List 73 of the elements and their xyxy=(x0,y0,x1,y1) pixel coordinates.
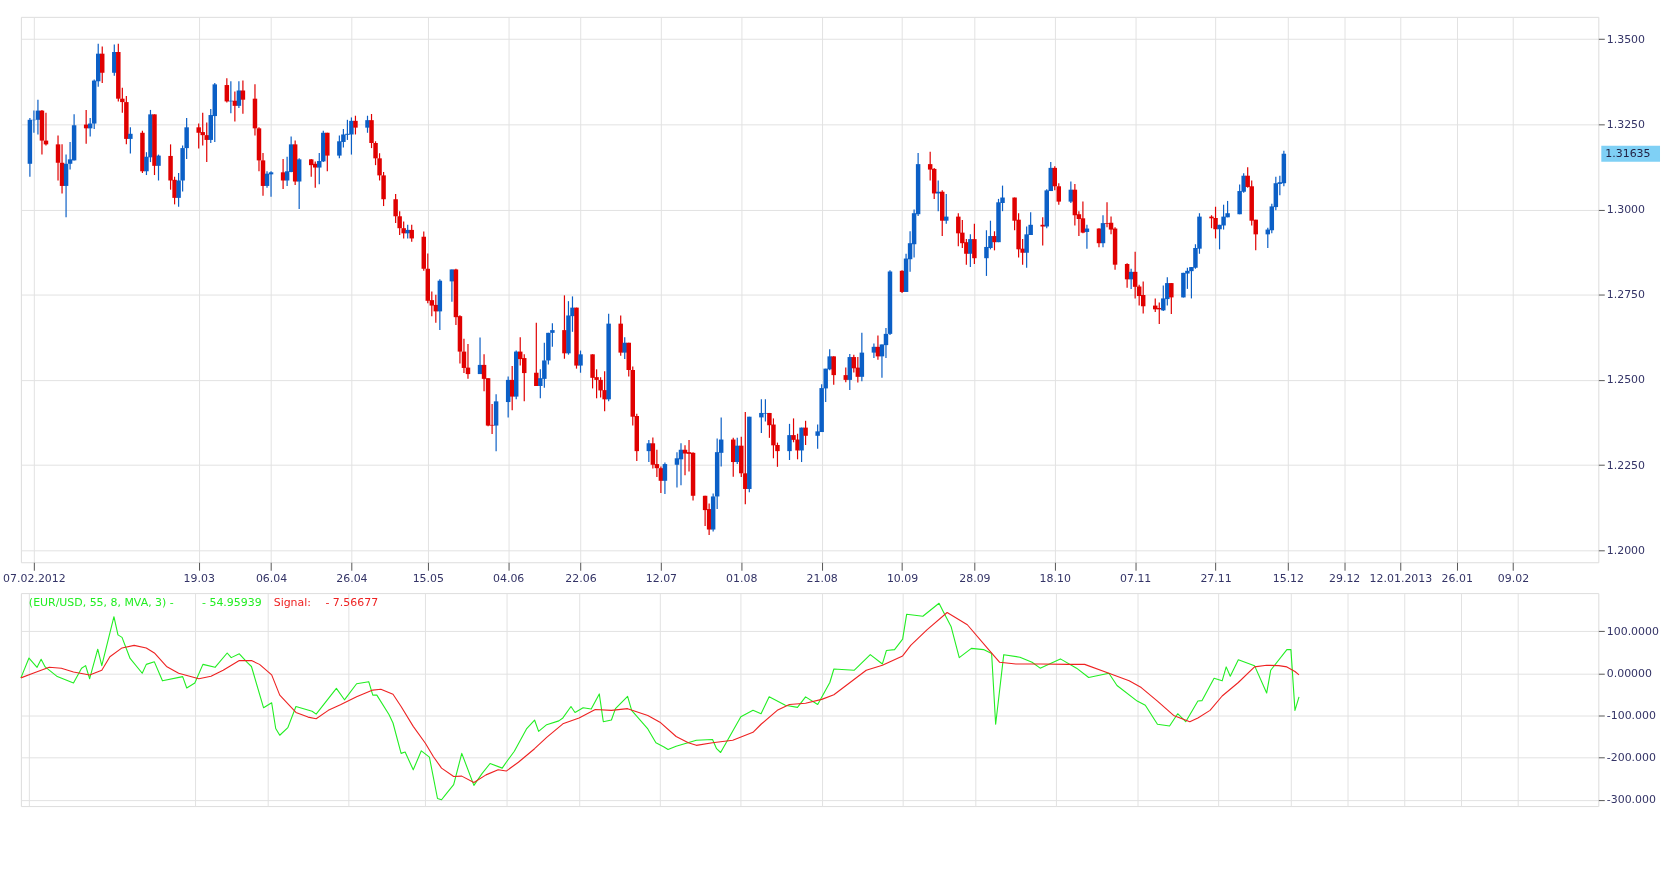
candlestick xyxy=(325,132,330,172)
candlestick xyxy=(1104,201,1110,228)
x-tick-label: 15.12 xyxy=(1272,571,1305,585)
candlestick xyxy=(763,398,768,423)
x-tick-label: 29.12 xyxy=(1328,571,1361,585)
candlestick xyxy=(968,233,973,268)
x-tick-label: 04.06 xyxy=(493,571,525,585)
candlestick xyxy=(1024,225,1029,269)
candlestick xyxy=(1169,282,1174,315)
x-tick-label: 01.08 xyxy=(726,571,758,585)
y-tick-label: 0.00000 xyxy=(1606,666,1653,680)
candlestick xyxy=(1221,204,1226,231)
candlestick xyxy=(128,126,133,155)
x-tick-label: 07.02.2012 xyxy=(3,571,66,585)
candlestick xyxy=(956,212,961,247)
y-tick-label: 1.3250 xyxy=(1606,117,1646,131)
x-tick-label: 27.11 xyxy=(1200,571,1232,585)
x-tick-label: 15.05 xyxy=(412,571,444,585)
candlestick xyxy=(296,157,302,210)
candlestick xyxy=(1040,216,1045,247)
candlestick xyxy=(803,420,808,446)
candlestick xyxy=(1132,251,1138,300)
candlestick xyxy=(759,398,764,434)
y-tick-label: 1.2500 xyxy=(1606,373,1646,387)
x-tick-label: 12.01.2013 xyxy=(1369,571,1433,585)
y-tick-label: -100.000 xyxy=(1606,708,1656,722)
annotation: (EUR/USD, 55, 8, MVA, 3) - xyxy=(28,596,174,610)
annotation: - 54.95939 xyxy=(202,596,262,610)
y-tick-label: 1.2250 xyxy=(1606,458,1646,472)
x-tick-label: 19.03 xyxy=(183,571,215,585)
candlestick xyxy=(871,342,877,359)
x-tick-label: 21.08 xyxy=(806,571,838,585)
x-tick-label: 06.04 xyxy=(255,571,288,585)
x-tick-label: 12.07 xyxy=(645,571,678,585)
candlestick xyxy=(799,427,804,463)
candlestick xyxy=(831,355,836,386)
y-tick-label: 1.2000 xyxy=(1606,543,1646,557)
candlestick xyxy=(787,423,792,461)
y-tick-label: -200.000 xyxy=(1606,751,1656,765)
x-tick-label: 22.06 xyxy=(565,571,597,585)
x-tick-label: 26.01 xyxy=(1441,571,1473,585)
y-tick-label: 1.3000 xyxy=(1606,202,1646,216)
x-tick-label: 09.02 xyxy=(1497,571,1530,585)
candlestick xyxy=(1213,206,1218,240)
text: 1.31635 xyxy=(1605,146,1651,160)
candlestick xyxy=(682,444,688,476)
candlestick xyxy=(1080,201,1086,234)
candlestick xyxy=(1068,180,1074,204)
candlestick xyxy=(509,365,515,411)
candlestick xyxy=(449,268,455,303)
y-tick-label: 100.0000 xyxy=(1606,624,1659,638)
y-tick-label: 1.3500 xyxy=(1606,32,1646,46)
candlestick xyxy=(353,115,358,136)
candlestick xyxy=(156,153,161,182)
candlestick xyxy=(349,116,354,156)
candlestick xyxy=(1165,276,1170,307)
x-tick-label: 26.04 xyxy=(336,571,368,585)
candlestick xyxy=(622,336,627,360)
candlestick xyxy=(972,223,977,265)
y-tick-label: -300.000 xyxy=(1606,793,1656,807)
text: Signal: xyxy=(273,596,311,610)
y-tick-label: 1.2750 xyxy=(1606,288,1646,302)
candlestick xyxy=(112,43,117,77)
annotation: - 7.56677 xyxy=(325,596,379,610)
x-tick-label: 07.11 xyxy=(1120,571,1152,585)
x-tick-label: 28.09 xyxy=(959,571,991,585)
x-tick-label: 10.09 xyxy=(886,571,919,585)
candlestick xyxy=(534,322,539,387)
candlestick xyxy=(578,349,583,374)
candlestick xyxy=(662,461,668,495)
candlestick xyxy=(313,160,318,189)
candlestick xyxy=(646,439,652,463)
x-tick-label: 18.10 xyxy=(1039,571,1071,585)
